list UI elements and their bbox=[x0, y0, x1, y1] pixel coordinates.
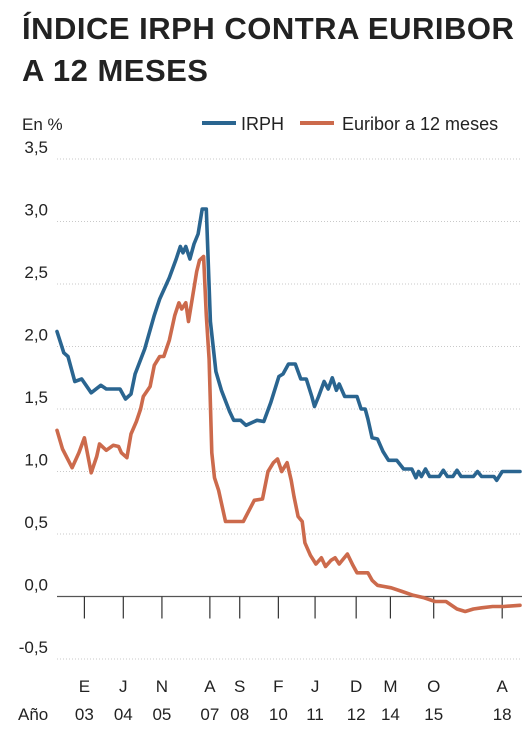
x-tick-month: N bbox=[156, 677, 168, 696]
grid-layer bbox=[57, 158, 522, 660]
y-tick-label: 2,0 bbox=[24, 326, 48, 345]
x-tick-month: M bbox=[383, 677, 397, 696]
y-tick-label: 3,5 bbox=[24, 138, 48, 157]
x-axis: E 03 J 04 N 05 A 07 S 08 F 10 J 11 D 12 M 14 O 15 A 18 bbox=[75, 596, 512, 724]
y-tick-label: 1,5 bbox=[24, 388, 48, 407]
x-tick-year: 12 bbox=[347, 705, 366, 724]
y-axis-unit-label: En % bbox=[22, 115, 63, 134]
x-tick-year: 08 bbox=[230, 705, 249, 724]
x-tick-month: F bbox=[273, 677, 283, 696]
x-tick-year: 04 bbox=[114, 705, 133, 724]
x-tick-year: 10 bbox=[269, 705, 288, 724]
x-tick-year: 14 bbox=[381, 705, 400, 724]
x-tick-month: A bbox=[204, 677, 216, 696]
y-tick-label: 0,0 bbox=[24, 576, 48, 595]
x-tick-year: 15 bbox=[424, 705, 443, 724]
x-tick-year: 11 bbox=[306, 705, 324, 724]
x-tick-year: 18 bbox=[493, 705, 512, 724]
legend: IRPH Euribor a 12 meses bbox=[202, 114, 498, 134]
series-line-irph bbox=[55, 207, 522, 483]
y-tick-label: -0,5 bbox=[19, 638, 48, 657]
x-tick-month: E bbox=[79, 677, 90, 696]
y-tick-label: 3,0 bbox=[24, 201, 48, 220]
x-tick-month: S bbox=[234, 677, 245, 696]
x-tick-month: O bbox=[427, 677, 440, 696]
x-tick-year: 07 bbox=[200, 705, 219, 724]
legend-label-irph: IRPH bbox=[241, 114, 284, 134]
series-line-euribor bbox=[55, 254, 522, 614]
x-tick-year: 03 bbox=[75, 705, 94, 724]
y-tick-label: 2,5 bbox=[24, 263, 48, 282]
y-tick-label: 0,5 bbox=[24, 513, 48, 532]
x-tick-month: J bbox=[119, 677, 128, 696]
chart-title: ÍNDICE IRPH CONTRA EURIBOR A 12 MESES bbox=[22, 11, 515, 88]
x-tick-month: A bbox=[497, 677, 509, 696]
series-layer bbox=[55, 207, 522, 614]
x-tick-year: 05 bbox=[152, 705, 171, 724]
x-axis-label: Año bbox=[18, 705, 48, 724]
y-axis: 3,5 3,0 2,5 2,0 1,5 1,0 0,5 0,0 -0,5 bbox=[19, 138, 48, 657]
x-tick-month: J bbox=[311, 677, 320, 696]
x-tick-month: D bbox=[350, 677, 362, 696]
y-tick-label: 1,0 bbox=[24, 451, 48, 470]
legend-label-euribor: Euribor a 12 meses bbox=[342, 114, 498, 134]
